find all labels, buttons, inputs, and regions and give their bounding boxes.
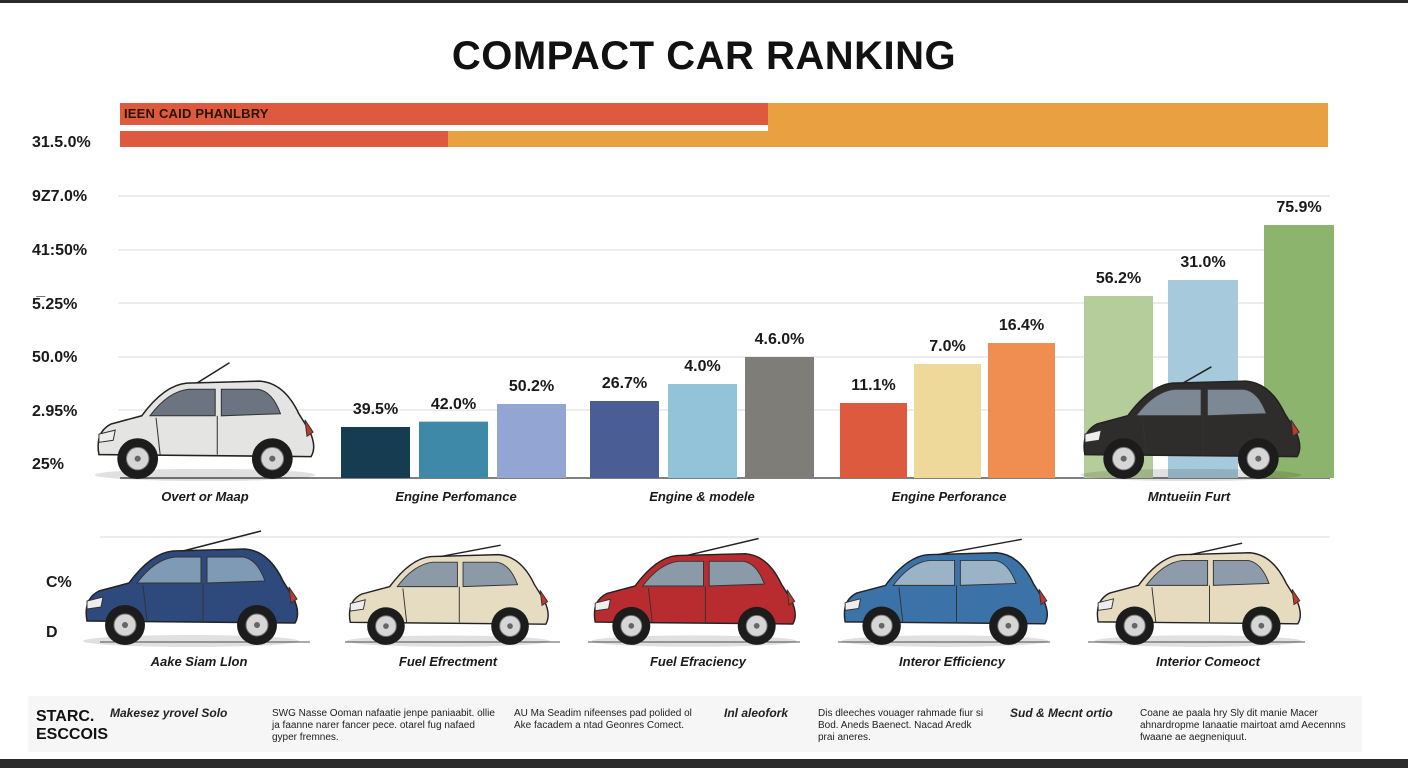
footer-heading-3: Sud & Mecnt ortio [1010,706,1113,720]
category-label: Engine & modele [649,489,755,504]
footer-heading-2: Inl aleofork [724,706,789,720]
chart-canvas [83,103,1334,647]
bar-engine-perfomance-1 [419,421,488,478]
bar-value-label: 4.6.0% [754,331,805,348]
bar-engine-perfomance-2 [497,404,566,478]
banner-red-strip-top [120,103,768,125]
car-blue-icon [841,538,1049,647]
footer-panel [28,696,1362,752]
car-black-icon [1080,366,1302,482]
bar-value-label: 75.9% [1276,199,1322,216]
bar-engine-perforance-0 [840,403,907,478]
bar-value-label: 42.0% [430,395,477,413]
top-frame-line [0,0,1408,3]
footer-col-4: Coane ae paala hry Sly dit manie Macer a… [1140,708,1346,743]
car-cream-icon [1094,542,1302,647]
banner-red-strip-bottom [120,131,448,147]
lower-category-label: Fuel Efraciency [649,654,747,669]
footer-col-2: AU Ma Seadim nifeenses pad polided ol Ak… [514,708,692,731]
category-label: Engine Perforance [891,489,1007,504]
chart-title: COMPACT CAR RANKING [451,34,957,78]
bar-value-label: 26.7% [601,375,648,392]
bar-value-label: 56.2% [1095,270,1142,287]
category-label: Engine Perfomance [395,489,517,504]
banner-label: IEEN CAID PHANLBRY [124,106,269,121]
bar-engine-modele-1 [668,384,737,478]
bar-value-label: 11.1% [851,377,896,394]
footer-col-1: SWG Nasse Ooman nafaatie jenpe paniaabit… [272,708,495,743]
bar-value-label: 50.2% [508,378,555,395]
car-red-icon [591,537,797,647]
y-tick-label: 50.0% [32,349,78,366]
car-silver-icon [94,362,316,482]
bar-value-label: 16.4% [998,317,1045,334]
y-tick-label: 31.5.0% [32,134,91,151]
banner-white-gap [120,125,768,131]
y-tick-label: 5̅.25% [32,296,78,313]
lower-category-label: Fuel Efrectment [398,654,498,669]
bar-value-label: 31.0% [1180,254,1226,271]
banner-orange-block [768,103,1328,147]
lower-y-label-2: D [46,624,58,641]
cars-layer [83,362,1302,647]
car-beige-icon [346,544,550,647]
bottom-frame-line [0,759,1408,768]
footer-brand-line2: ESCCOIS [36,726,109,743]
bar-engine-modele-0 [590,401,659,478]
y-tick-label: 2.95% [32,403,78,420]
bar-value-label: 39.5% [352,401,399,418]
y-tick-label: 41:50% [32,242,88,259]
category-label: Overt or Maap [161,489,249,504]
lower-y-label-1: C% [46,574,72,591]
footer-col-3: Dis dleeches vouager rahmade fiur si Bod… [818,708,984,743]
lower-category-label: Aake Siam Llon [150,654,248,669]
bar-engine-modele-2 [745,357,814,478]
footer-brand: STARC. ESCCOIS [36,708,116,744]
banner-orange-strip-bottom [448,131,768,147]
lower-category-label: Interior Comeoct [1155,654,1260,669]
bar-engine-perforance-1 [914,364,981,478]
bar-value-label: 4.0% [684,358,721,375]
y-tick-label: 9Z7.0% [32,188,88,205]
bar-value-label: 7.0% [929,338,966,355]
category-label: Mntueiin Furt [1147,489,1231,504]
bar-engine-perfomance-0 [341,427,410,478]
footer-heading-1: Makesez yrovel Solo [110,706,228,720]
bar-engine-perforance-2 [988,343,1055,478]
y-tick-label: 25% [32,456,65,473]
footer-brand-line1: STARC. [36,708,95,725]
car-navy-icon [83,530,299,647]
lower-category-label: Interor Efficiency [899,654,1005,669]
